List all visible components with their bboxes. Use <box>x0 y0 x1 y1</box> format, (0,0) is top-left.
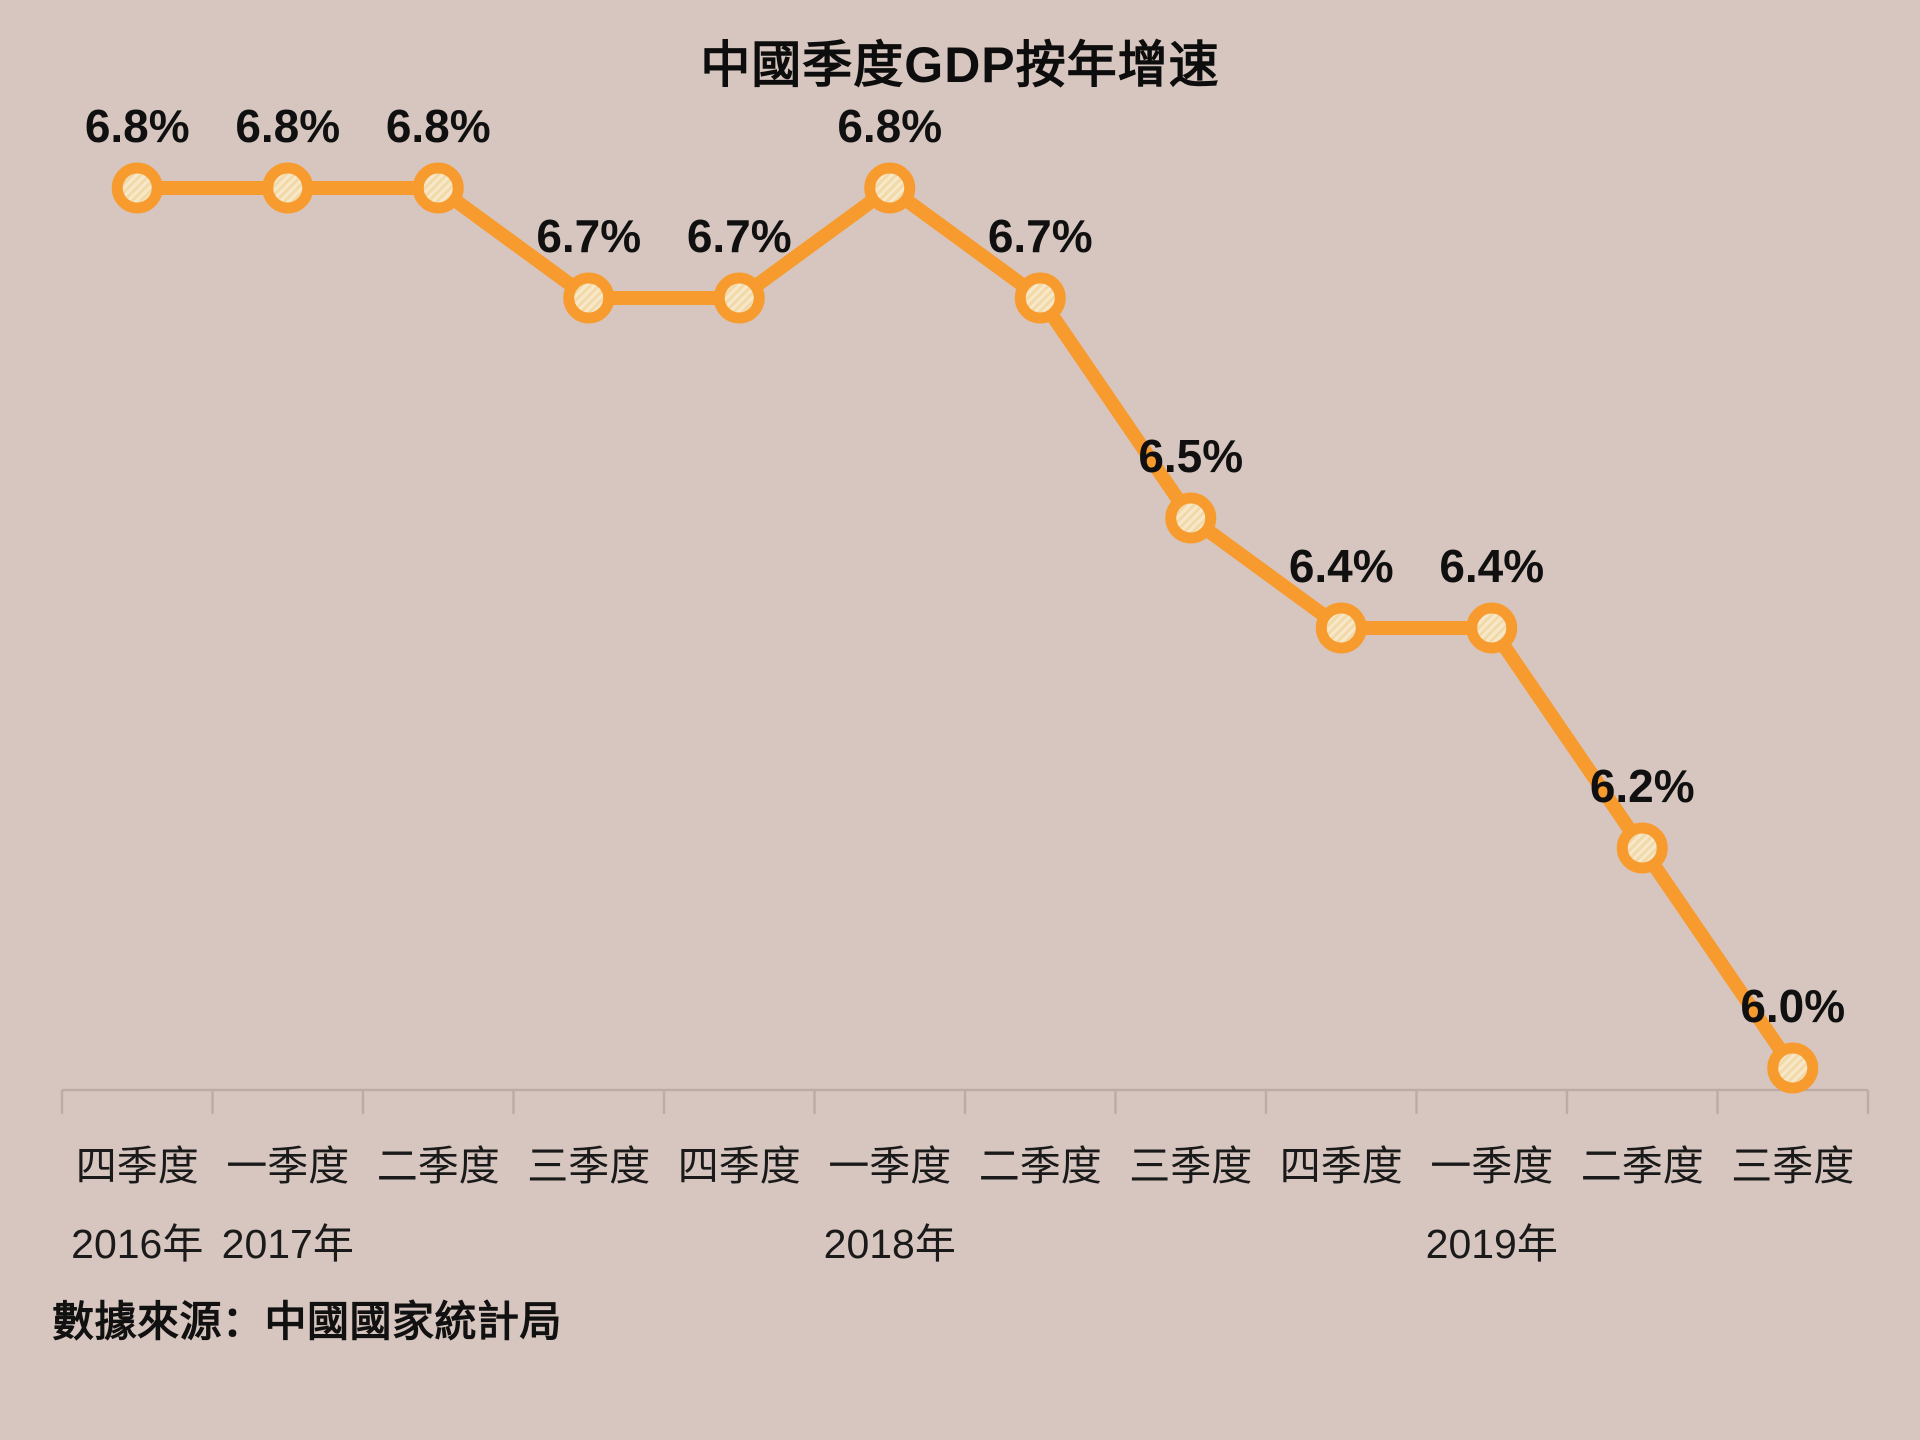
data-point-label: 6.0% <box>1740 980 1845 1032</box>
data-labels: 6.8% 6.8% 6.8% 6.7% 6.7% 6.8% 6.7% 6.5% 6.4% 6.4%… <box>85 100 1845 1032</box>
quarter-label: 三季度 <box>527 1143 650 1189</box>
data-point-label: 6.8% <box>837 100 942 152</box>
data-point-label: 6.8% <box>386 100 491 152</box>
year-label: 2016年 <box>71 1221 203 1267</box>
quarter-label: 二季度 <box>377 1143 500 1189</box>
data-point-label: 6.5% <box>1138 430 1243 482</box>
quarter-label: 四季度 <box>678 1143 801 1189</box>
quarter-label: 二季度 <box>1581 1143 1704 1189</box>
data-line <box>130 181 1800 1075</box>
year-label: 2018年 <box>824 1221 956 1267</box>
quarter-label: 二季度 <box>979 1143 1102 1189</box>
quarter-label: 四季度 <box>76 1143 199 1189</box>
year-label: 2019年 <box>1426 1221 1558 1267</box>
quarter-label: 四季度 <box>1280 1143 1403 1189</box>
x-axis <box>60 1088 1870 1114</box>
data-point-label: 6.7% <box>536 210 641 262</box>
quarter-label: 一季度 <box>1430 1143 1553 1189</box>
quarter-label: 一季度 <box>828 1143 951 1189</box>
year-label: 2017年 <box>222 1221 354 1267</box>
data-point-label: 6.4% <box>1289 540 1394 592</box>
data-markers <box>111 162 1819 1094</box>
data-point-label: 6.8% <box>85 100 190 152</box>
data-point-label: 6.4% <box>1439 540 1544 592</box>
quarter-label: 三季度 <box>1731 1143 1854 1189</box>
data-point-label: 6.2% <box>1590 760 1695 812</box>
data-point-label: 6.8% <box>235 100 340 152</box>
quarter-label: 一季度 <box>226 1143 349 1189</box>
source-note: 數據來源：中國國家統計局 <box>52 1298 563 1345</box>
chart-title: 中國季度GDP按年增速 <box>700 37 1220 93</box>
data-point-label: 6.7% <box>988 210 1093 262</box>
quarter-label: 三季度 <box>1129 1143 1252 1189</box>
year-group-labels: 2016年 2017年 2018年 2019年 <box>71 1221 1558 1267</box>
data-point-label: 6.7% <box>687 210 792 262</box>
quarter-tick-labels: 四季度 一季度 二季度 三季度 四季度 一季度 二季度 三季度 四季度 一季度 二季度 三季度 <box>76 1143 1855 1189</box>
